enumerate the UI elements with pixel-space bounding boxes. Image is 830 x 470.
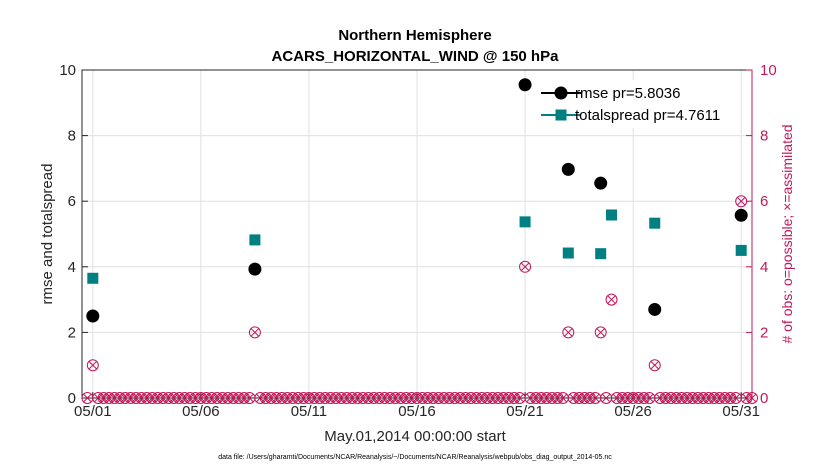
y-left-tick-label: 6 — [68, 193, 76, 210]
obs-possible-marker — [519, 260, 532, 273]
y-axis-right: 0 2 4 6 8 10 — [746, 62, 777, 407]
y-left-tick-label: 10 — [59, 62, 76, 79]
totalspread-point — [562, 247, 574, 259]
obs-assimilated-marker — [515, 393, 524, 403]
y-left-tick-label: 8 — [68, 128, 76, 145]
totalspread-point — [606, 209, 618, 221]
legend-totalspread-label: totalspread pr=4.7611 — [575, 107, 720, 124]
obs-assimilated-marker — [645, 393, 654, 403]
rmse-point — [734, 208, 748, 222]
chart-title-line2: ACARS_HORIZONTAL_WIND @ 150 hPa — [272, 48, 560, 65]
y-left-tick-label: 4 — [68, 259, 76, 276]
rmse-point — [594, 176, 608, 190]
obs-assimilated-marker — [747, 393, 757, 403]
y-axis-right-label: # of obs: o=possible; ×=assimilated — [779, 124, 795, 343]
y-right-tick-label: 6 — [760, 193, 768, 210]
totalspread-point — [87, 272, 99, 284]
obs-possible-marker — [746, 392, 758, 404]
data-file-footnote: data file: /Users/gharamti/Documents/NCA… — [218, 454, 612, 461]
x-tick-label: 05/21 — [506, 403, 544, 420]
totalspread-point — [519, 216, 531, 228]
y-right-tick-label: 2 — [760, 324, 768, 341]
obs-assimilated-marker — [596, 328, 606, 337]
obs-assimilated-marker — [650, 360, 660, 370]
legend-rmse-marker — [554, 86, 568, 100]
obs-possible-marker — [735, 195, 748, 208]
y-right-tick-label: 8 — [760, 128, 768, 145]
y-axis-left-label: rmse and totalspread — [39, 164, 56, 305]
obs-assimilated-marker — [245, 393, 254, 403]
obs-assimilated-marker — [520, 262, 530, 272]
obs-assimilated-marker — [88, 360, 98, 370]
obs-assimilated-marker — [607, 295, 616, 304]
obs-count-markers — [81, 195, 758, 404]
totalspread-point — [649, 217, 661, 229]
obs-possible-marker — [605, 293, 618, 306]
y-axis-left: 0 2 4 6 8 10 — [59, 62, 88, 407]
rmse-point — [648, 302, 662, 316]
x-tick-label: 05/31 — [722, 403, 760, 420]
legend-rmse-label: rmse pr=5.8036 — [575, 85, 680, 102]
y-left-tick-label: 0 — [68, 390, 76, 407]
obs-possible-marker — [86, 359, 99, 372]
obs-assimilated-marker — [563, 328, 573, 337]
obs-assimilated-marker — [731, 393, 741, 403]
y-right-tick-label: 0 — [760, 390, 768, 407]
data-series — [86, 78, 748, 323]
obs-assimilated-marker — [590, 393, 600, 403]
legend: rmse pr=5.8036 totalspread pr=4.7611 — [538, 80, 734, 128]
rmse-point — [248, 262, 262, 276]
chart-title-line1: Northern Hemisphere — [338, 27, 491, 44]
y-left-tick-label: 2 — [68, 324, 76, 341]
x-tick-label: 05/26 — [614, 403, 652, 420]
totalspread-point — [595, 248, 607, 260]
y-right-tick-label: 10 — [760, 62, 777, 79]
x-tick-label: 05/06 — [182, 403, 220, 420]
x-axis: 05/01 05/06 05/11 05/16 05/21 05/26 05/31 — [74, 392, 760, 420]
obs-assimilated-marker — [83, 393, 92, 403]
x-tick-label: 05/01 — [74, 403, 112, 420]
x-axis-label: May.01,2014 00:00:00 start — [324, 428, 506, 445]
rmse-point — [561, 162, 575, 176]
obs-assimilated-marker — [601, 393, 611, 403]
totalspread-point — [249, 234, 261, 246]
rmse-point — [86, 309, 100, 323]
obs-possible-marker — [594, 326, 607, 339]
obs-possible-marker — [648, 359, 661, 372]
obs-assimilated-marker — [558, 393, 568, 403]
totalspread-point — [735, 244, 747, 256]
x-tick-label: 05/11 — [291, 403, 327, 420]
x-tick-label: 05/16 — [398, 403, 436, 420]
obs-assimilated-marker — [250, 328, 260, 337]
legend-background — [538, 80, 734, 128]
obs-possible-marker — [248, 326, 261, 339]
legend-totalspread-marker — [555, 109, 567, 121]
rmse-point — [518, 78, 532, 92]
y-right-tick-label: 4 — [760, 259, 768, 276]
obs-assimilated-marker — [736, 196, 746, 206]
obs-possible-marker — [562, 326, 575, 339]
